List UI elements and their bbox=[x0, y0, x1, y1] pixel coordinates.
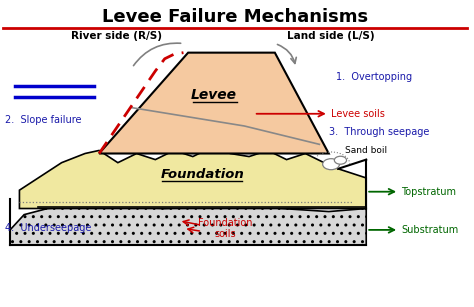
Text: Levee soils: Levee soils bbox=[331, 109, 385, 119]
Text: Substratum: Substratum bbox=[401, 225, 459, 235]
Text: 2.  Slope failure: 2. Slope failure bbox=[5, 115, 82, 125]
Text: Foundation
soils: Foundation soils bbox=[199, 218, 253, 239]
Text: Topstratum: Topstratum bbox=[401, 187, 456, 197]
Polygon shape bbox=[10, 205, 366, 245]
Polygon shape bbox=[19, 147, 366, 208]
Circle shape bbox=[334, 156, 346, 164]
Text: 1.  Overtopping: 1. Overtopping bbox=[336, 72, 412, 82]
Text: River side (R/S): River side (R/S) bbox=[71, 31, 162, 41]
Text: 4.  Underseepage: 4. Underseepage bbox=[5, 223, 92, 233]
Text: Levee: Levee bbox=[191, 88, 237, 103]
Text: Foundation: Foundation bbox=[160, 169, 244, 181]
Text: Levee Failure Mechanisms: Levee Failure Mechanisms bbox=[102, 8, 368, 26]
Text: Land side (L/S): Land side (L/S) bbox=[287, 31, 374, 41]
Circle shape bbox=[323, 159, 339, 170]
Polygon shape bbox=[99, 52, 329, 154]
Text: Sand boil: Sand boil bbox=[345, 146, 387, 155]
Text: 3.  Through seepage: 3. Through seepage bbox=[329, 127, 429, 137]
